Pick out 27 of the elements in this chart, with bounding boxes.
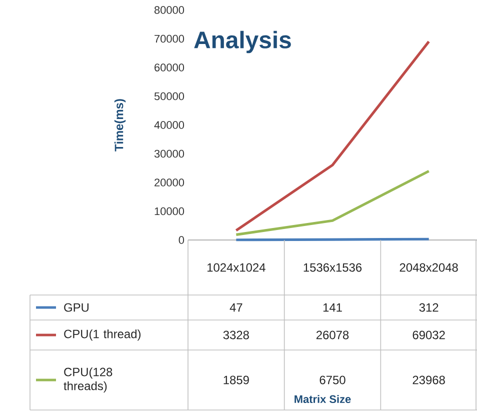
data-label: 26078 xyxy=(316,330,349,340)
y-tick-label: 60000 xyxy=(154,64,184,72)
data-label: 1859 xyxy=(224,376,249,384)
y-axis-title: Time(ms) xyxy=(114,99,126,152)
x-tick-label: 2048x2048 xyxy=(400,263,458,272)
data-label: 47 xyxy=(230,303,242,312)
text: Matrix Size xyxy=(294,394,351,404)
data-label: 3328 xyxy=(223,330,249,340)
legend-label: CPU(1 thread) xyxy=(64,329,140,341)
y-tick-label: 30000 xyxy=(154,150,184,158)
x-tick-label: 1536x1536 xyxy=(304,263,362,272)
x-tick-label: 1024x1024 xyxy=(207,263,266,272)
text: Analysis xyxy=(194,30,291,54)
y-tick-label: 40000 xyxy=(154,121,184,129)
data-label: 6750 xyxy=(320,376,346,384)
data-label: 312 xyxy=(419,303,438,312)
data-label: 141 xyxy=(323,303,342,312)
y-tick-label: 50000 xyxy=(154,92,184,100)
legend-label: GPU xyxy=(64,303,89,312)
y-tick-label: 70000 xyxy=(154,34,184,43)
y-tick-label: 10000 xyxy=(154,207,184,216)
legend-label: CPU(128 threads) xyxy=(64,367,112,393)
data-label: 69032 xyxy=(412,330,445,340)
data-label: 23968 xyxy=(412,376,445,384)
y-tick-label: 20000 xyxy=(154,178,184,186)
y-tick-label: 0 xyxy=(178,236,184,244)
y-tick-label: 80000 xyxy=(154,6,184,14)
